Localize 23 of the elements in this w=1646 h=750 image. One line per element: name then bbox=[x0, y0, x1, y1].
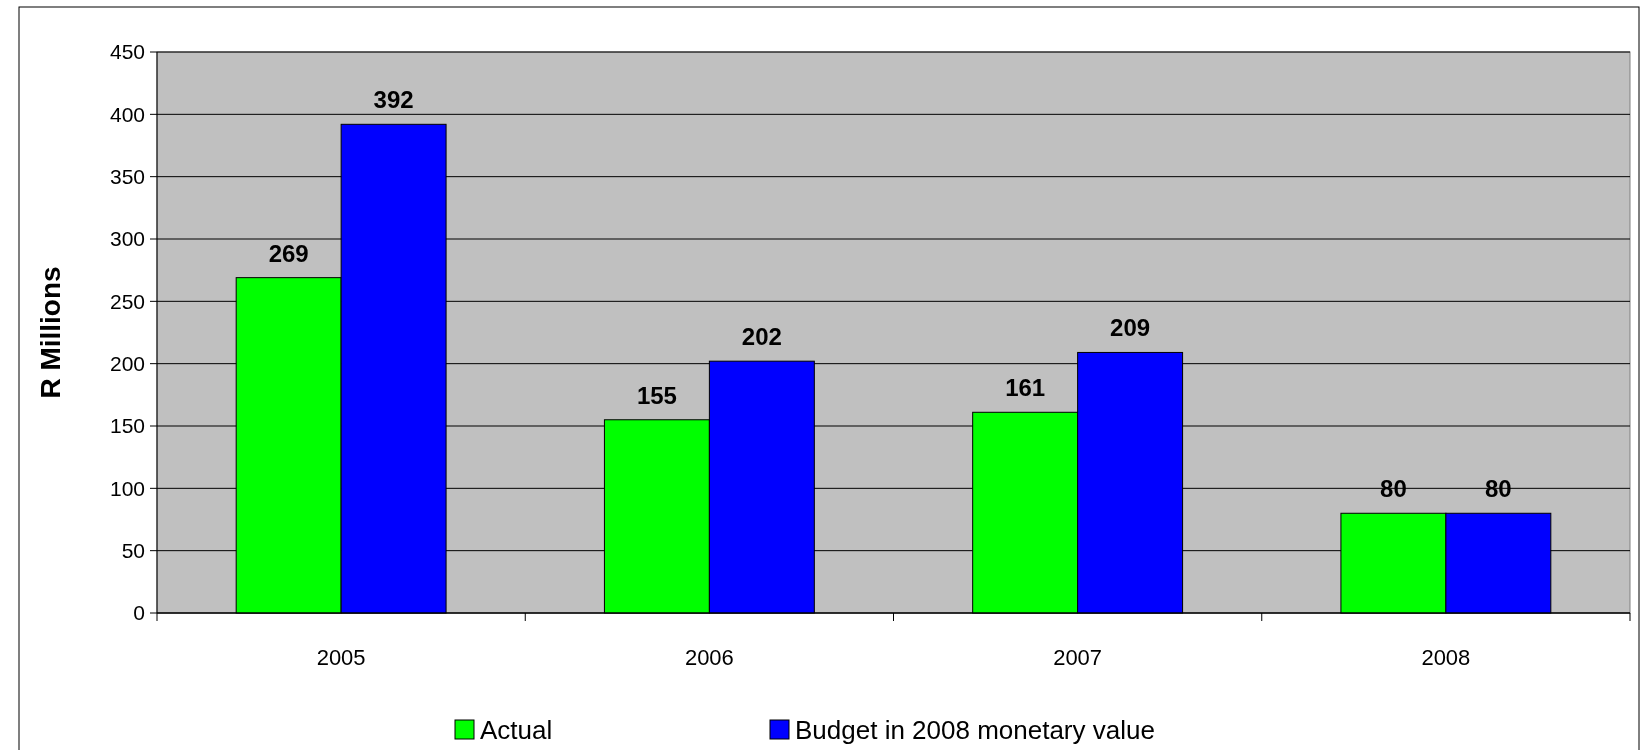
data-label: 161 bbox=[1005, 374, 1046, 402]
x-tick-label: 2005 bbox=[316, 645, 366, 670]
y-tick-label: 50 bbox=[121, 539, 145, 563]
y-tick-label: 350 bbox=[109, 165, 145, 189]
data-label: 392 bbox=[373, 86, 414, 114]
y-axis-title: R Millions bbox=[35, 266, 66, 399]
y-tick-label: 200 bbox=[109, 352, 145, 376]
x-tick-label: 2006 bbox=[684, 645, 734, 670]
data-label: 209 bbox=[1110, 314, 1151, 342]
legend-label: Budget in 2008 monetary value bbox=[795, 715, 1155, 746]
y-tick-label: 300 bbox=[109, 227, 145, 251]
data-label: 202 bbox=[741, 323, 782, 351]
x-tick-label: 2007 bbox=[1053, 645, 1103, 670]
y-tick-label: 100 bbox=[109, 476, 145, 500]
y-tick-label: 0 bbox=[133, 601, 145, 625]
data-label: 155 bbox=[636, 381, 677, 409]
legend-label: Actual bbox=[480, 715, 553, 746]
y-tick-label: 250 bbox=[109, 289, 145, 313]
y-tick-label: 150 bbox=[109, 414, 145, 438]
x-tick-label: 2008 bbox=[1421, 645, 1471, 670]
data-label: 269 bbox=[268, 239, 309, 267]
y-tick-label: 450 bbox=[109, 40, 145, 64]
y-tick-label: 400 bbox=[109, 102, 145, 126]
